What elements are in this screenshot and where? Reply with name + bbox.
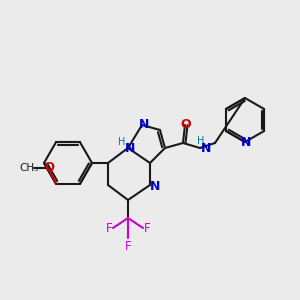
- Text: H: H: [197, 136, 205, 146]
- Text: CH₃: CH₃: [20, 163, 39, 173]
- Text: H: H: [118, 137, 126, 147]
- Text: O: O: [44, 161, 54, 174]
- Text: N: N: [150, 179, 160, 193]
- Text: F: F: [144, 221, 150, 235]
- Text: N: N: [241, 136, 251, 148]
- Text: F: F: [106, 221, 112, 235]
- Text: N: N: [139, 118, 149, 131]
- Text: F: F: [125, 239, 131, 253]
- Text: N: N: [201, 142, 211, 155]
- Text: O: O: [181, 118, 191, 130]
- Text: N: N: [125, 142, 135, 155]
